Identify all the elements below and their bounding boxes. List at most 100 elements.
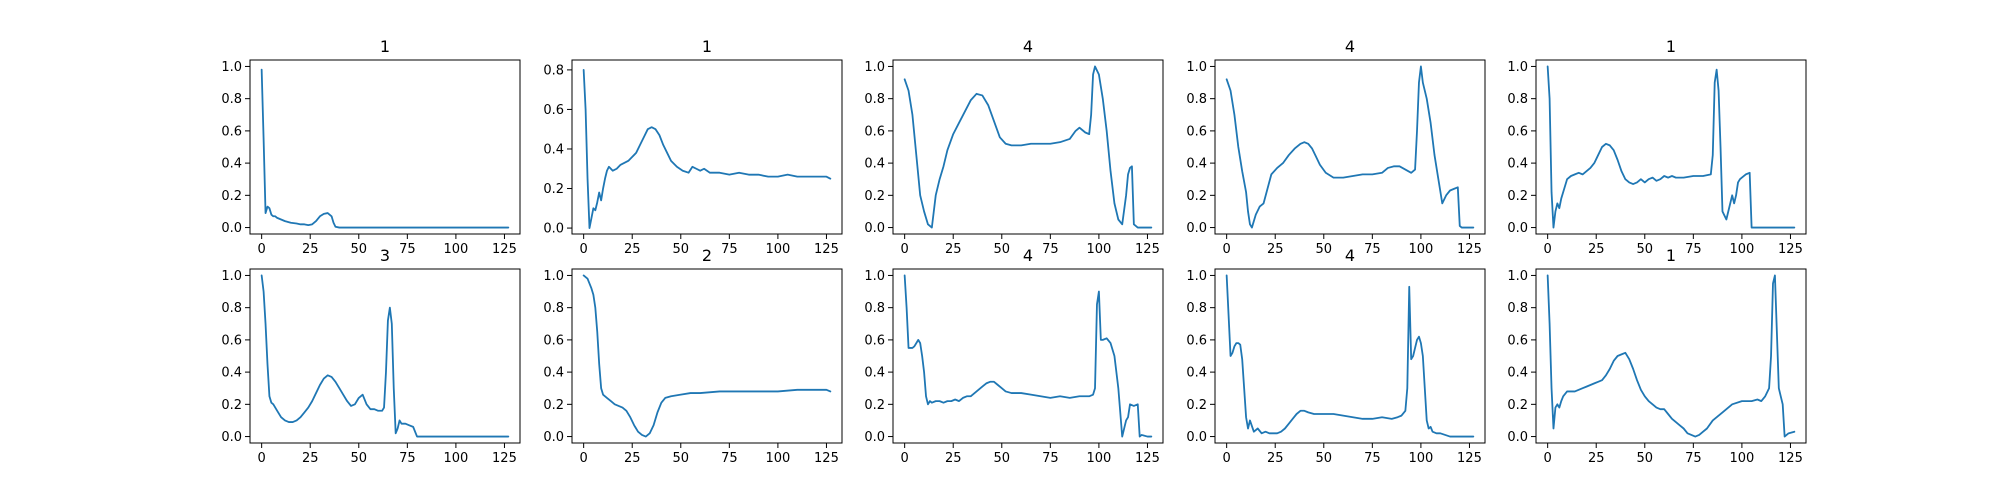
series-line <box>903 274 1153 438</box>
panel-1: 1 0 25 50 75 100 125 0.0 0.2 0.4 0.6 0.8 1.0 <box>221 37 521 257</box>
y-tick-label: 0.0 <box>1186 430 1207 445</box>
y-tick-label: 0.6 <box>1186 333 1207 348</box>
y-tick-label: 1.0 <box>221 269 242 284</box>
x-tick-label: 125 <box>1135 451 1160 466</box>
x-tick-label: 50 <box>1637 451 1654 466</box>
x-tick-label: 25 <box>945 242 962 257</box>
y-tick-label: 0.4 <box>1507 366 1528 381</box>
x-tick-label: 125 <box>1778 242 1803 257</box>
y-tick-label: 0.8 <box>543 63 564 78</box>
panel-title: 4 <box>1345 246 1355 265</box>
x-tick-label: 125 <box>814 451 839 466</box>
x-tick-label: 75 <box>1364 451 1381 466</box>
y-tick-label: 1.0 <box>1507 269 1528 284</box>
panel-8: 4 0 25 50 75 100 125 0.0 0.2 0.4 0.6 0.8 1.0 <box>864 246 1164 466</box>
y-tick-label: 0.2 <box>1186 398 1207 413</box>
x-tick-label: 50 <box>673 451 690 466</box>
x-tick-label: 0 <box>258 451 266 466</box>
y-tick-label: 1.0 <box>864 269 885 284</box>
x-tick-label: 25 <box>624 242 641 257</box>
panel-10: 1 0 25 50 75 100 125 0.0 0.2 0.4 0.6 0.8 1.0 <box>1507 246 1807 466</box>
y-tick-label: 0.2 <box>864 189 885 204</box>
y-tick-label: 0.8 <box>221 301 242 316</box>
x-tick-label: 50 <box>1316 451 1333 466</box>
x-tick-label: 100 <box>1408 451 1433 466</box>
x-tick-label: 50 <box>994 451 1011 466</box>
x-tick-label: 75 <box>1685 242 1702 257</box>
y-tick-label: 0.0 <box>543 430 564 445</box>
x-tick-label: 25 <box>945 451 962 466</box>
axes-frame <box>249 268 521 444</box>
x-tick-label: 100 <box>1729 451 1754 466</box>
y-tick-label: 0.2 <box>1186 189 1207 204</box>
x-tick-label: 75 <box>399 242 416 257</box>
axes-frame <box>892 268 1164 444</box>
panel-title: 4 <box>1345 37 1355 56</box>
y-tick-label: 0.2 <box>864 398 885 413</box>
x-tick-label: 125 <box>492 451 517 466</box>
panel-7: 2 0 25 50 75 100 125 0.0 0.2 0.4 0.6 0.8 1.0 <box>543 246 843 466</box>
series-line <box>1546 274 1796 438</box>
x-tick-label: 50 <box>673 242 690 257</box>
panel-title: 1 <box>702 37 712 56</box>
x-tick-label: 0 <box>1544 451 1552 466</box>
panel-title: 4 <box>1023 246 1033 265</box>
x-tick-label: 50 <box>994 242 1011 257</box>
x-tick-label: 100 <box>765 451 790 466</box>
series-line <box>1225 274 1475 438</box>
panel-5: 1 0 25 50 75 100 125 0.0 0.2 0.4 0.6 0.8 1.0 <box>1507 37 1807 257</box>
x-tick-label: 25 <box>1267 451 1284 466</box>
series-line <box>582 68 832 229</box>
series-line <box>260 68 510 229</box>
y-tick-label: 0.4 <box>221 157 242 172</box>
x-tick-label: 125 <box>814 242 839 257</box>
x-tick-label: 125 <box>492 242 517 257</box>
panel-6: 3 0 25 50 75 100 125 0.0 0.2 0.4 0.6 0.8 1.0 <box>221 246 521 466</box>
y-tick-label: 0.8 <box>864 301 885 316</box>
y-tick-label: 0.2 <box>1507 398 1528 413</box>
x-tick-label: 75 <box>721 242 738 257</box>
y-tick-label: 0.6 <box>864 333 885 348</box>
y-tick-label: 0.4 <box>221 366 242 381</box>
panel-title: 3 <box>380 246 390 265</box>
x-tick-label: 0 <box>258 242 266 257</box>
x-tick-label: 25 <box>1267 242 1284 257</box>
axes-frame <box>571 268 843 444</box>
y-tick-label: 0.6 <box>543 103 564 118</box>
x-tick-label: 50 <box>1637 242 1654 257</box>
panel-3: 4 0 25 50 75 100 125 0.0 0.2 0.4 0.6 0.8 1.0 <box>864 37 1164 257</box>
x-tick-label: 100 <box>765 242 790 257</box>
y-tick-label: 1.0 <box>864 60 885 75</box>
panel-title: 4 <box>1023 37 1033 56</box>
x-tick-label: 100 <box>1408 242 1433 257</box>
y-tick-label: 1.0 <box>1507 60 1528 75</box>
y-tick-label: 1.0 <box>543 269 564 284</box>
x-tick-label: 125 <box>1135 242 1160 257</box>
y-tick-label: 0.4 <box>543 366 564 381</box>
x-tick-label: 125 <box>1778 451 1803 466</box>
y-tick-label: 0.0 <box>543 222 564 237</box>
y-tick-label: 0.6 <box>221 124 242 139</box>
x-tick-label: 100 <box>1729 242 1754 257</box>
y-tick-label: 1.0 <box>1186 269 1207 284</box>
y-tick-label: 0.4 <box>864 366 885 381</box>
y-tick-label: 0.0 <box>221 430 242 445</box>
x-tick-label: 0 <box>901 242 909 257</box>
x-tick-label: 50 <box>351 242 368 257</box>
x-tick-label: 25 <box>302 451 319 466</box>
axes-frame <box>1214 268 1486 444</box>
y-tick-label: 0.4 <box>543 142 564 157</box>
y-tick-label: 0.8 <box>221 92 242 107</box>
y-tick-label: 0.2 <box>1507 189 1528 204</box>
x-tick-label: 75 <box>399 451 416 466</box>
x-tick-label: 0 <box>1544 242 1552 257</box>
x-tick-label: 0 <box>1223 451 1231 466</box>
axes-frame <box>249 59 521 235</box>
y-tick-label: 0.8 <box>1507 301 1528 316</box>
panel-title: 1 <box>1666 246 1676 265</box>
panel-title: 2 <box>702 246 712 265</box>
x-tick-label: 25 <box>302 242 319 257</box>
series-line <box>1225 65 1475 229</box>
y-tick-label: 0.4 <box>1186 366 1207 381</box>
y-tick-label: 0.0 <box>1507 430 1528 445</box>
